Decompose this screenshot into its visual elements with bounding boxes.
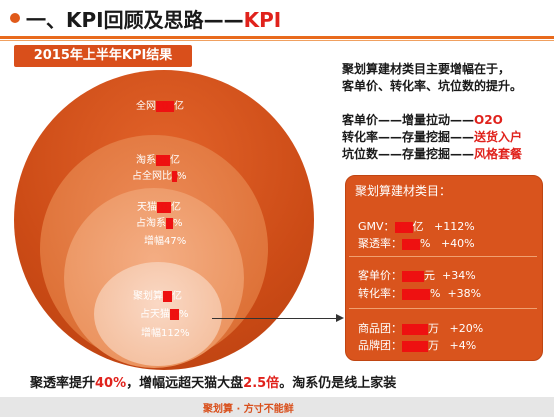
header-divider (0, 36, 554, 39)
intro-line-1: 聚划算建材类目主要增幅在于， (342, 62, 511, 76)
result-penetration: 聚透率：0% +40% (358, 237, 475, 252)
circle-tmall-label-2: 占淘系0% (136, 217, 183, 229)
header-divider-thin (0, 40, 554, 41)
result-box-title: 聚划算建材类目： (355, 184, 452, 198)
result-conversion: 转化率：0% +38% (358, 287, 482, 302)
circle-tao-label-2: 占全网比0% (132, 170, 187, 182)
circle-juhuasuan (94, 262, 222, 366)
result-box (345, 175, 543, 361)
header-bar (0, 0, 554, 36)
footer-bar (0, 397, 554, 417)
circle-tmall-label-1: 天猫 0 亿 (137, 201, 181, 213)
circle-outer-label: 全网 0 亿 (136, 100, 184, 112)
strategy-row-3: 坑位数——存量挖掘——风格套餐 (342, 147, 523, 161)
result-brand-group: 品牌团：0 万 +4% (358, 339, 477, 354)
circle-tmall-growth: 增幅47% (144, 236, 187, 247)
strategy-row-1: 客单价——增量拉动——O2O (342, 113, 503, 127)
intro-line-2: 客单价、转化率、坑位数的提升。 (342, 79, 523, 93)
footer-logo: 聚划算 · 方寸不能鲜 (203, 404, 294, 415)
conclusion-text: 聚透率提升40%，增幅远超天猫大盘2.5倍。淘系仍是线上家装 (30, 376, 397, 391)
arrow-line (212, 318, 340, 319)
header-bullet-icon (10, 13, 20, 23)
circle-tao-label-1: 淘系 0 亿 (136, 154, 180, 166)
arrow-head-icon (336, 314, 344, 322)
strategy-row-2: 转化率——存量挖掘——送货入户 (342, 130, 523, 144)
result-divider-2 (349, 308, 537, 309)
page-title: 一、KPI回顾及思路——KPI (26, 8, 282, 32)
circle-ju-growth: 增幅112% (141, 328, 190, 339)
result-unit-price: 客单价：0 元 +34% (358, 269, 476, 284)
result-gmv: GMV：0 亿 +112% (358, 220, 475, 235)
result-divider-1 (349, 256, 537, 257)
result-product-group: 商品团：0 万 +20% (358, 322, 484, 337)
circle-ju-label-1: 聚划算0亿 (133, 290, 182, 302)
circle-ju-label-2: 占天猫0% (140, 308, 189, 320)
subtitle-text: 2015年上半年KPI结果 (33, 48, 173, 63)
subtitle-box (14, 45, 192, 67)
